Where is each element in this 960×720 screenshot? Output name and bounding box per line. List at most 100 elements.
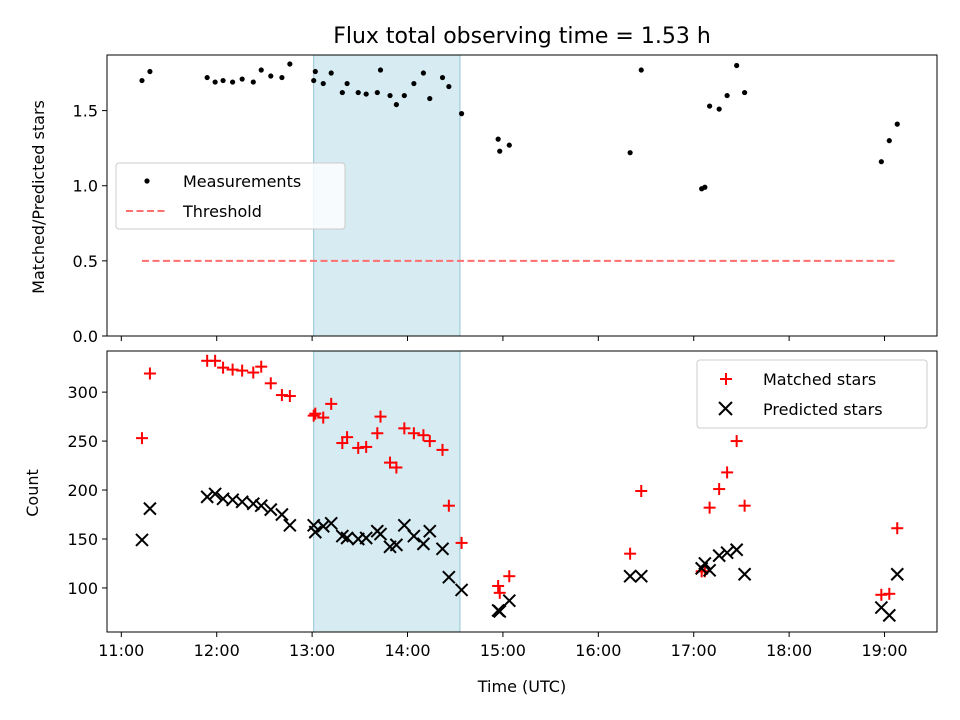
x-tick-label: 14:00: [384, 641, 430, 660]
x-tick-label: 19:00: [861, 641, 907, 660]
matched-stars-point: [283, 390, 296, 403]
legend-threshold-label: Threshold: [182, 202, 262, 221]
measurements-point: [312, 68, 318, 75]
top-y-axis-label: Matched/Predicted stars: [29, 100, 48, 294]
matched-stars-point: [455, 536, 468, 549]
measurements-point: [627, 150, 633, 156]
predicted-stars-point: [698, 556, 712, 571]
x-tick-label: 11:00: [98, 641, 144, 660]
top-y-tick-label: 1.5: [73, 102, 98, 121]
measurements-point: [702, 184, 708, 190]
measurements-point: [377, 67, 384, 73]
predicted-stars-point: [720, 545, 734, 560]
predicted-stars-point: [502, 593, 516, 608]
top-axes-frame: [106, 54, 938, 337]
matched-stars-point: [703, 501, 716, 514]
x-tick-label: 16:00: [575, 641, 621, 660]
matched-stars-point: [635, 485, 648, 498]
measurements-point: [495, 136, 501, 142]
predicted-stars-point: [143, 501, 157, 516]
predicted-stars-point: [890, 567, 904, 581]
predicted-stars-point: [340, 531, 354, 545]
x-tick-label: 13:00: [289, 641, 335, 660]
x-axis-label: Time (UTC): [477, 677, 566, 696]
measurements-point: [230, 79, 236, 85]
predicted-stars-point: [254, 498, 268, 513]
matched-stars-point: [341, 431, 354, 444]
measurements-point: [716, 106, 722, 112]
bottom-legend-box: [696, 359, 928, 429]
measurements-point: [250, 79, 256, 85]
predicted-stars-point: [200, 490, 214, 504]
matched-stars-point: [255, 360, 268, 373]
matched-stars-point: [407, 427, 420, 440]
legend-matched-label: Matched stars: [763, 370, 876, 389]
matched-stars-point: [384, 456, 397, 469]
bottom-y-tick-label: 300: [67, 383, 98, 402]
bottom-y-tick-label: 100: [67, 579, 98, 598]
matched-stars-point: [264, 377, 277, 390]
predicted-stars-point: [493, 604, 507, 619]
matched-stars-point: [307, 409, 320, 422]
matched-stars-point: [135, 432, 148, 445]
measurements-point: [311, 77, 317, 84]
matched-stars-point: [398, 422, 411, 435]
matched-stars-point: [309, 407, 322, 420]
matched-stars-point: [209, 354, 222, 367]
predicted-stars-point: [135, 533, 149, 547]
predicted-stars-point: [359, 531, 373, 545]
measurements-point: [239, 76, 245, 82]
matched-stars-point: [721, 466, 734, 479]
measurements-point: [458, 111, 465, 117]
x-tick-label: 17:00: [671, 641, 717, 660]
measurements-point: [258, 67, 264, 73]
measurements-point: [268, 73, 274, 79]
legend-predicted-label: Predicted stars: [763, 400, 883, 419]
measurements-point: [420, 70, 427, 76]
measurements-point: [355, 89, 361, 96]
measurements-point: [878, 159, 884, 165]
matched-stars-point: [492, 579, 505, 592]
top-legend-box: [115, 162, 346, 230]
measurements-point: [279, 74, 285, 81]
measurements-point: [506, 142, 512, 148]
matched-stars-point: [442, 499, 455, 512]
measurements-point: [638, 67, 644, 73]
bottom-panel: 100 150 200 250 300 11:00 12:00 13:00 14:00 15:00…: [67, 350, 938, 660]
predicted-stars-point: [208, 487, 222, 501]
bottom-y-axis-label: Count: [23, 469, 42, 517]
bottom-y-tick-label: 150: [67, 530, 98, 549]
top-y-tick-label: 0.0: [73, 327, 98, 346]
predicted-stars-point: [397, 518, 412, 532]
matched-stars-point: [143, 367, 156, 380]
matched-stars-point: [236, 364, 249, 377]
predicted-stars-point: [435, 542, 450, 556]
matched-stars-point: [217, 361, 230, 374]
matched-stars-point: [738, 499, 751, 512]
predicted-stars-point: [729, 543, 744, 557]
top-y-tick-label: 0.5: [73, 252, 98, 271]
measurements-point: [446, 83, 452, 90]
measurements-point: [411, 80, 417, 87]
predicted-stars-point: [235, 495, 249, 509]
predicted-stars-point: [416, 537, 431, 551]
matched-stars-point: [423, 435, 436, 448]
x-tick-label: 15:00: [480, 641, 526, 660]
predicted-stars-point: [246, 497, 260, 511]
predicted-stars-point: [389, 538, 404, 552]
predicted-stars-point: [712, 548, 726, 563]
matched-stars-point: [247, 366, 260, 379]
measurements-point: [387, 92, 393, 99]
predicted-stars-point: [442, 570, 456, 584]
measurements-point: [147, 68, 153, 75]
predicted-stars-point: [882, 608, 897, 623]
bottom-y-tick-label: 250: [67, 432, 98, 451]
bottom-shaded-span: [313, 350, 461, 633]
measurements-point: [894, 121, 900, 127]
predicted-stars-point: [283, 518, 297, 532]
measurements-point: [212, 79, 218, 85]
x-tick-label: 18:00: [766, 641, 812, 660]
measurements-point: [139, 77, 145, 84]
matched-stars-point: [883, 587, 896, 600]
